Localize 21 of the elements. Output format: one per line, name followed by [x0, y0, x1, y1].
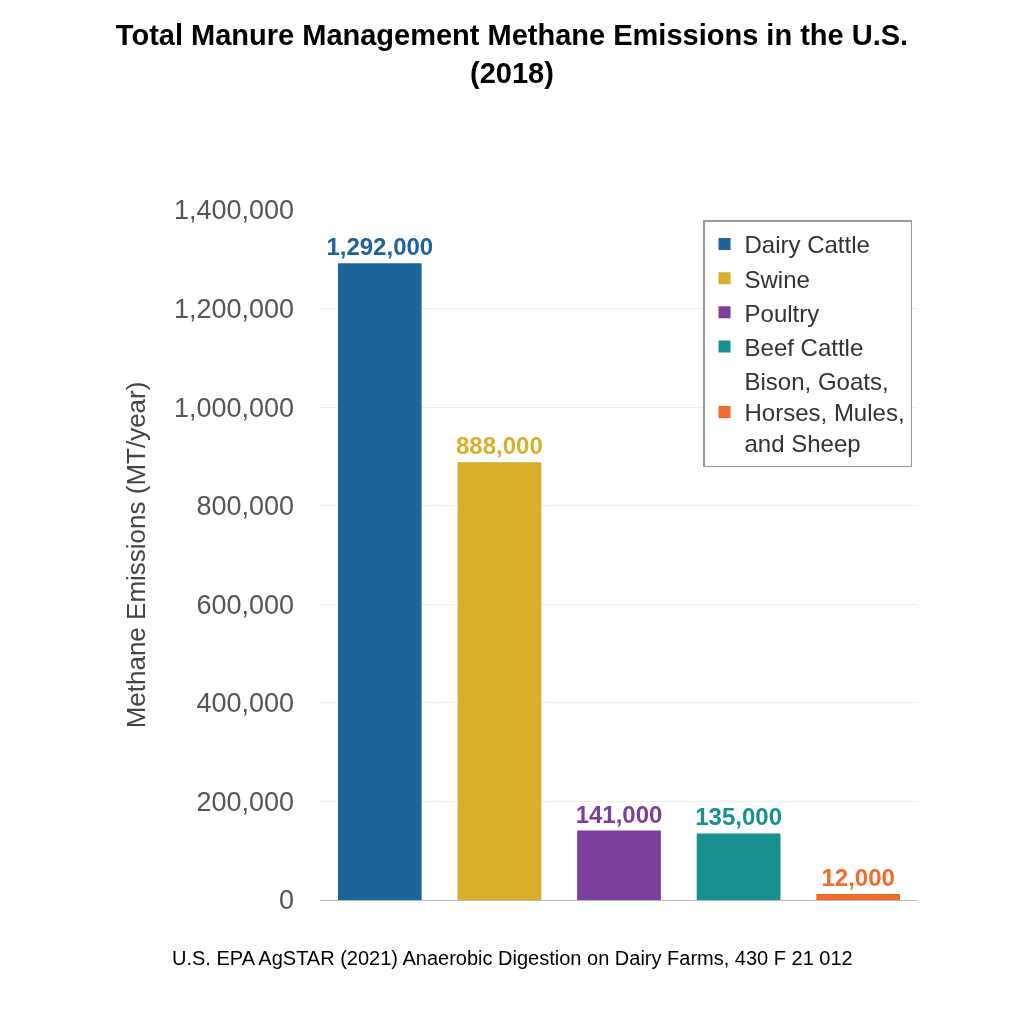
y-tick-label: 0: [278, 885, 294, 916]
y-tick-label: 800,000: [196, 491, 294, 522]
chart-title: Total Manure Management Methane Emissions in the U.S. (2018): [115, 19, 909, 90]
y-tick-label: 400,000: [196, 688, 294, 719]
data-label: 1,292,000: [326, 233, 434, 261]
data-label: 12,000: [821, 864, 895, 892]
legend-label: Poultry: [744, 299, 820, 327]
y-tick-label: 600,000: [196, 589, 294, 620]
legend-label: Swine: [744, 265, 810, 293]
data-label: 135,000: [695, 803, 782, 831]
y-tick-label: 1,400,000: [173, 195, 294, 226]
text: U.S. EPA AgSTAR (2021) Anaerobic Digestion on Dairy Farms, 430 F 21 012: [172, 947, 853, 969]
y-tick-label: 1,200,000: [173, 294, 294, 325]
y-axis-title: Methane Emissions (MT/year): [121, 381, 152, 729]
legend-label: Dairy Cattle: [744, 231, 870, 259]
y-tick-label: 1,000,000: [173, 392, 294, 423]
legend-label: Beef Cattle: [744, 333, 864, 361]
y-tick-label: 200,000: [196, 786, 294, 817]
data-label: 141,000: [575, 800, 663, 828]
data-label: 888,000: [456, 432, 543, 460]
legend-label: Bison, Goats, Horses, Mules, and Sheep: [744, 368, 905, 458]
